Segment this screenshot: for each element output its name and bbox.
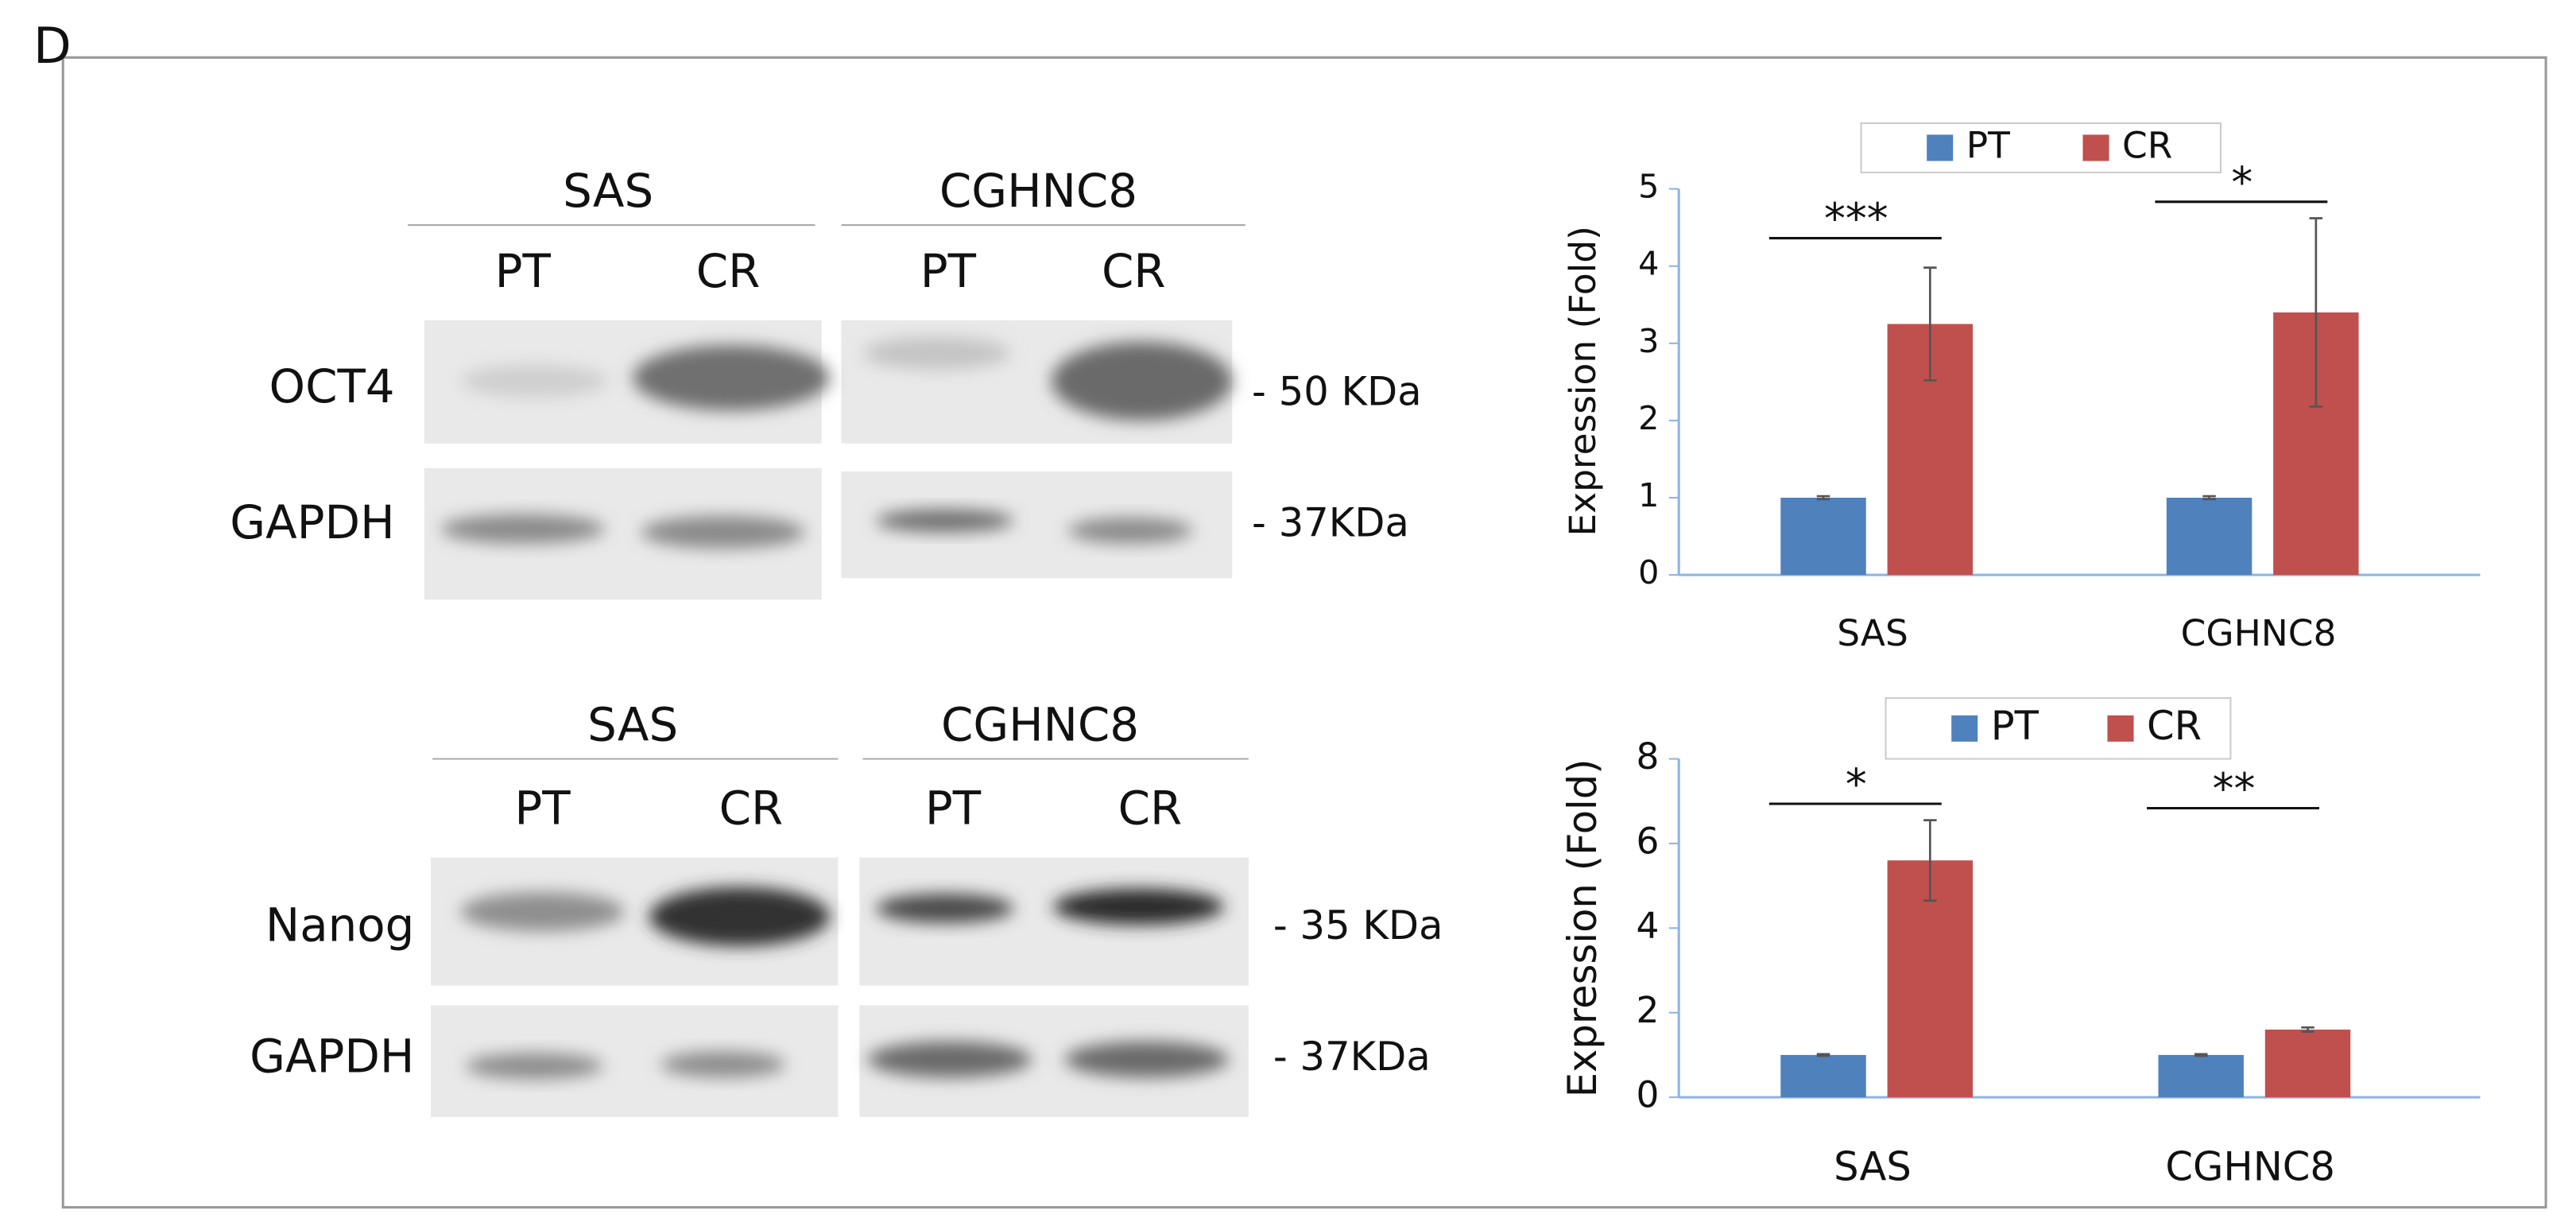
lane-label: CR bbox=[1118, 782, 1183, 836]
panel-label: D bbox=[33, 17, 72, 75]
band bbox=[649, 886, 831, 947]
band bbox=[460, 364, 609, 398]
size-label: - 37KDa bbox=[1273, 1034, 1431, 1080]
band bbox=[633, 344, 831, 411]
legend-label: PT bbox=[1991, 703, 2039, 749]
lane-label: PT bbox=[495, 244, 552, 298]
band bbox=[867, 1041, 1032, 1078]
legend-label: CR bbox=[2147, 703, 2202, 749]
blot-2: SAS CGHNC8 PT CR PT CR Nanog GAPDH - 35 … bbox=[250, 697, 1443, 1117]
legend-box bbox=[1860, 122, 2222, 173]
bar bbox=[1780, 1054, 1866, 1098]
significance-label: ** bbox=[2213, 763, 2256, 813]
y-tick-label: 0 bbox=[1638, 553, 1659, 592]
cell-line: SAS bbox=[587, 697, 678, 751]
panel-border bbox=[61, 56, 2547, 1209]
bar bbox=[1780, 498, 1866, 576]
y-tick-label: 0 bbox=[1637, 1074, 1660, 1116]
band bbox=[862, 336, 1011, 370]
blot-1: SAS CGHNC8 PT CR PT CR OCT4 GAPDH - 50 K… bbox=[230, 164, 1422, 600]
bar bbox=[2264, 1029, 2351, 1098]
legend-box bbox=[1885, 697, 2232, 760]
lane-label: CR bbox=[719, 782, 784, 836]
lane-label: CR bbox=[1102, 244, 1166, 298]
y-tick-label: 5 bbox=[1638, 168, 1659, 206]
x-tick-label: SAS bbox=[1834, 1144, 1912, 1190]
significance-label: * bbox=[2231, 157, 2253, 208]
protein-label: OCT4 bbox=[269, 359, 395, 413]
band bbox=[641, 515, 806, 549]
band bbox=[1053, 888, 1224, 925]
legend-swatch bbox=[2082, 134, 2109, 161]
cell-line: CGHNC8 bbox=[941, 697, 1139, 751]
protein-label: GAPDH bbox=[250, 1030, 414, 1084]
y-tick-label: 2 bbox=[1637, 989, 1660, 1031]
cell-line: CGHNC8 bbox=[939, 164, 1137, 218]
size-label: - 50 KDa bbox=[1252, 368, 1422, 414]
legend-swatch bbox=[1951, 715, 1978, 742]
band bbox=[875, 509, 1014, 533]
y-axis-label: Expression (Fold) bbox=[1559, 758, 1606, 1097]
band bbox=[1064, 1041, 1230, 1078]
x-tick-label: CGHNC8 bbox=[2165, 1144, 2335, 1190]
size-label: - 35 KDa bbox=[1273, 902, 1443, 949]
significance-label: *** bbox=[1824, 194, 1888, 244]
bar bbox=[2158, 1054, 2244, 1098]
legend-swatch bbox=[2107, 715, 2134, 742]
legend-label: CR bbox=[2122, 124, 2172, 166]
lane-label: CR bbox=[696, 244, 761, 298]
band bbox=[1051, 341, 1233, 421]
cell-line: SAS bbox=[563, 164, 653, 218]
x-tick-label: SAS bbox=[1837, 612, 1908, 654]
lane-label: PT bbox=[925, 782, 982, 836]
legend-swatch bbox=[1927, 134, 1954, 161]
protein-label: GAPDH bbox=[230, 495, 394, 549]
y-tick-label: 2 bbox=[1638, 399, 1659, 437]
y-tick-label: 4 bbox=[1637, 905, 1660, 947]
x-tick-label: CGHNC8 bbox=[2181, 612, 2337, 654]
size-label: - 37KDa bbox=[1252, 500, 1409, 546]
band bbox=[875, 893, 1014, 924]
band bbox=[660, 1051, 786, 1078]
y-tick-label: 4 bbox=[1638, 245, 1659, 283]
significance-label: * bbox=[1846, 759, 1867, 809]
bar bbox=[2166, 498, 2253, 576]
y-axis-label: Expression (Fold) bbox=[1562, 226, 1604, 536]
lane-label: PT bbox=[920, 244, 977, 298]
band bbox=[465, 1053, 603, 1080]
protein-label: Nanog bbox=[265, 898, 414, 952]
lane-label: PT bbox=[514, 782, 571, 836]
y-tick-label: 1 bbox=[1638, 476, 1659, 514]
y-tick-label: 6 bbox=[1637, 820, 1660, 862]
y-tick-label: 3 bbox=[1638, 322, 1659, 360]
legend-label: PT bbox=[1966, 124, 2010, 166]
band bbox=[440, 514, 606, 544]
band bbox=[1067, 517, 1193, 544]
y-tick-label: 8 bbox=[1637, 735, 1660, 778]
band bbox=[460, 891, 625, 932]
